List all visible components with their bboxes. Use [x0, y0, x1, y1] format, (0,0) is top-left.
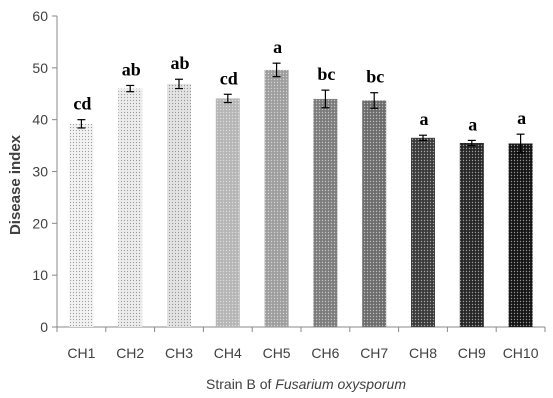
y-tick-label: 60 [32, 8, 48, 24]
significance-label-ch10: a [517, 108, 526, 128]
error-bar-ch3 [175, 78, 183, 90]
x-tick-label: CH6 [311, 345, 339, 361]
y-axis-label: Disease index [7, 134, 24, 235]
significance-label-ch7: bc [366, 67, 384, 87]
x-axis-label-italic: Fusarium oxysporum [275, 376, 406, 392]
x-axis-label: Strain B of Fusarium oxysporum [206, 376, 406, 392]
bar-texture [264, 69, 289, 327]
significance-label-ch1: cd [73, 94, 91, 114]
bar-texture [362, 100, 387, 327]
y-tick-label: 0 [40, 319, 48, 335]
x-axis: CH1 CH2 CH3 CH4 CH5 CH6 CH7 CH8 CH9 CH10 [56, 326, 546, 361]
bar-texture [118, 88, 143, 327]
bar-texture [167, 83, 191, 327]
significance-label-ch9: a [468, 114, 477, 134]
significance-label-ch5: a [273, 37, 282, 57]
significance-label-ch4: cd [220, 68, 238, 88]
error-bar-ch5 [272, 62, 281, 78]
bars [69, 69, 533, 328]
error-bar-ch6 [321, 89, 330, 109]
x-tick-label: CH2 [116, 345, 144, 361]
y-axis: 0 10 20 30 40 50 60 [32, 8, 58, 335]
bar-texture [69, 123, 94, 328]
y-tick-label: 40 [32, 112, 48, 128]
error-bars [77, 62, 525, 154]
y-tick-label: 30 [32, 164, 48, 180]
x-tick-label: CH9 [458, 345, 486, 361]
error-bar-ch4 [223, 93, 232, 104]
x-tick-label: CH10 [503, 345, 539, 361]
bar-texture [313, 98, 338, 327]
significance-label-ch6: bc [317, 64, 335, 84]
error-bar-ch8 [419, 134, 427, 141]
y-tick-label: 10 [32, 267, 48, 283]
x-tick-label: CH4 [214, 345, 242, 361]
significance-label-ch2: ab [122, 59, 141, 79]
x-tick-label: CH1 [67, 345, 95, 361]
bar-texture [411, 137, 435, 327]
significance-label-ch8: a [420, 109, 429, 129]
significance-labels: cd ab ab cd a bc bc a a a [73, 37, 526, 134]
x-tick-label: CH3 [165, 345, 193, 361]
x-tick-label: CH5 [263, 345, 291, 361]
bar-texture [459, 142, 484, 327]
x-tick-label: CH8 [409, 345, 437, 361]
error-bar-ch9 [467, 139, 476, 147]
x-axis-label-prefix: Strain B of [206, 376, 275, 392]
error-bar-ch1 [77, 119, 86, 129]
y-tick-label: 50 [32, 60, 48, 76]
error-bar-ch10 [516, 133, 525, 154]
error-bar-ch7 [370, 92, 379, 109]
error-bar-ch2 [126, 84, 135, 93]
x-tick-label: CH7 [360, 345, 388, 361]
bar-texture [215, 98, 240, 327]
bar-texture [508, 143, 533, 327]
significance-label-ch3: ab [170, 53, 189, 73]
y-tick-label: 20 [32, 215, 48, 231]
